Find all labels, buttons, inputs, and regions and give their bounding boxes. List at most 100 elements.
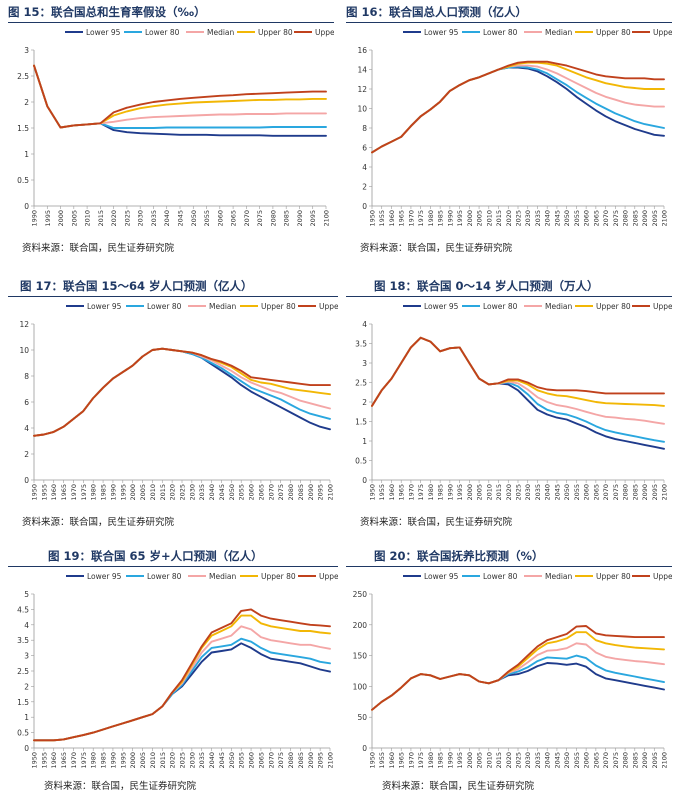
x-tick-label: 2075 <box>612 484 620 501</box>
series-line-upper-80 <box>371 336 665 407</box>
x-tick-label: 2095 <box>309 210 317 227</box>
x-tick-label: 2015 <box>495 752 503 769</box>
x-tick-label: 1970 <box>70 752 78 769</box>
series-line-median <box>33 625 331 742</box>
x-tick-label: 2015 <box>495 210 503 227</box>
legend-label: Lower 95 <box>424 28 459 37</box>
legend-label: Upper 95 <box>319 572 338 581</box>
x-tick-label: 2005 <box>476 210 484 227</box>
x-tick-label: 1980 <box>90 752 98 769</box>
legend-label: Lower 80 <box>147 572 182 581</box>
x-tick-label: 2060 <box>216 210 224 227</box>
x-tick-label: 1955 <box>378 210 386 227</box>
y-tick-label: 4 <box>362 320 367 329</box>
x-tick-label: 2000 <box>466 484 474 501</box>
x-tick-label: 1955 <box>40 484 48 501</box>
x-tick-label: 2095 <box>317 752 325 769</box>
x-tick-label: 1960 <box>388 484 396 501</box>
x-tick-label: 2015 <box>97 210 105 227</box>
y-tick-label: 4 <box>24 621 29 630</box>
y-tick-label: 8 <box>24 372 29 381</box>
legend-label: Lower 80 <box>147 302 182 311</box>
x-tick-label: 2015 <box>159 752 167 769</box>
x-tick-label: 1970 <box>70 484 78 501</box>
legend-label: Median <box>207 28 235 37</box>
x-tick-label: 1970 <box>407 484 415 501</box>
panel-fig19: 图 19：联合国 65 岁+人口预测（亿人） Lower 95 Lower 80 M… <box>8 548 338 795</box>
series-line-median <box>33 64 327 129</box>
y-tick-label: 2 <box>24 682 29 691</box>
x-tick-label: 2090 <box>307 484 315 501</box>
chart-fig20: Lower 95 Lower 80 Median Upper 80 Upper 95 0 5… <box>353 572 672 769</box>
chart-title: 图 19：联合国 65 岁+人口预测（亿人） <box>48 549 263 563</box>
x-tick-label: 2030 <box>188 484 196 501</box>
series-line-upper-95 <box>371 60 665 154</box>
series-line-upper-80 <box>33 64 327 129</box>
legend-label: Lower 95 <box>424 572 459 581</box>
x-tick-label: 2005 <box>139 752 147 769</box>
legend-label: Lower 80 <box>483 572 518 581</box>
x-tick-label: 1965 <box>398 752 406 769</box>
x-tick-label: 1955 <box>378 484 386 501</box>
x-tick-label: 2055 <box>573 210 581 227</box>
source-note: 资料来源：联合国，民生证券研究院 <box>22 243 175 254</box>
x-tick-label: 1970 <box>407 752 415 769</box>
series-line-lower-80 <box>33 637 331 742</box>
x-tick-label: 1990 <box>446 210 454 227</box>
x-tick-label: 2100 <box>661 752 669 769</box>
series-line-lower-80 <box>33 347 331 437</box>
x-tick-label: 2095 <box>651 484 659 501</box>
y-tick-label: 2.5 <box>17 667 29 676</box>
legend-label: Lower 80 <box>145 28 180 37</box>
y-tick-label: 1 <box>24 713 29 722</box>
y-tick-label: 1.5 <box>17 698 29 707</box>
x-tick-label: 2020 <box>169 484 177 501</box>
x-tick-label: 1985 <box>100 484 108 501</box>
legend-label: Lower 80 <box>483 302 518 311</box>
x-tick-label: 2075 <box>277 484 285 501</box>
x-tick-label: 2050 <box>563 752 571 769</box>
legend-label: Upper 80 <box>596 572 631 581</box>
x-tick-label: 1980 <box>427 484 435 501</box>
x-tick-label: 2085 <box>297 752 305 769</box>
x-tick-label: 1985 <box>437 752 445 769</box>
x-tick-label: 2010 <box>485 752 493 769</box>
x-tick-label: 2080 <box>287 752 295 769</box>
chart-fig16: Lower 95 Lower 80 Median Upper 80 Upper 95 0 2… <box>357 28 672 227</box>
x-tick-label: 1975 <box>417 752 425 769</box>
title-rule <box>8 566 338 567</box>
legend-label: Upper 95 <box>315 28 334 37</box>
x-tick-label: 2065 <box>592 210 600 227</box>
x-tick-label: 1955 <box>40 752 48 769</box>
x-tick-label: 2070 <box>602 484 610 501</box>
y-tick-label: 150 <box>353 652 368 661</box>
title-rule <box>346 566 672 567</box>
chart-title: 图 16：联合国总人口预测（亿人） <box>346 5 528 19</box>
y-tick-label: 0.5 <box>355 457 367 466</box>
series-line-median <box>33 347 331 437</box>
x-tick-label: 2070 <box>267 752 275 769</box>
legend-label: Median <box>209 302 237 311</box>
x-tick-label: 2035 <box>150 210 158 227</box>
x-tick-label: 2035 <box>534 484 542 501</box>
y-tick-label: 1.5 <box>17 124 29 133</box>
x-tick-label: 1990 <box>109 484 117 501</box>
x-tick-label: 1965 <box>398 210 406 227</box>
x-tick-label: 2045 <box>218 484 226 501</box>
x-tick-label: 2025 <box>515 484 523 501</box>
x-tick-label: 1995 <box>456 210 464 227</box>
panel-fig20: 图 20：联合国抚养比预测（%） Lower 95 Lower 80 Median U… <box>346 548 672 795</box>
y-tick-label: 0 <box>362 744 367 753</box>
y-tick-label: 6 <box>362 144 367 153</box>
x-tick-label: 2100 <box>323 210 331 227</box>
x-tick-label: 2030 <box>524 752 532 769</box>
y-tick-label: 3 <box>362 359 367 368</box>
x-tick-label: 2065 <box>257 752 265 769</box>
title-rule <box>8 22 334 23</box>
x-tick-label: 2085 <box>631 752 639 769</box>
source-note: 资料来源：联合国，民生证券研究院 <box>44 781 197 792</box>
x-tick-label: 2050 <box>190 210 198 227</box>
x-tick-label: 2065 <box>592 484 600 501</box>
x-tick-label: 1980 <box>427 752 435 769</box>
x-tick-label: 2040 <box>544 484 552 501</box>
